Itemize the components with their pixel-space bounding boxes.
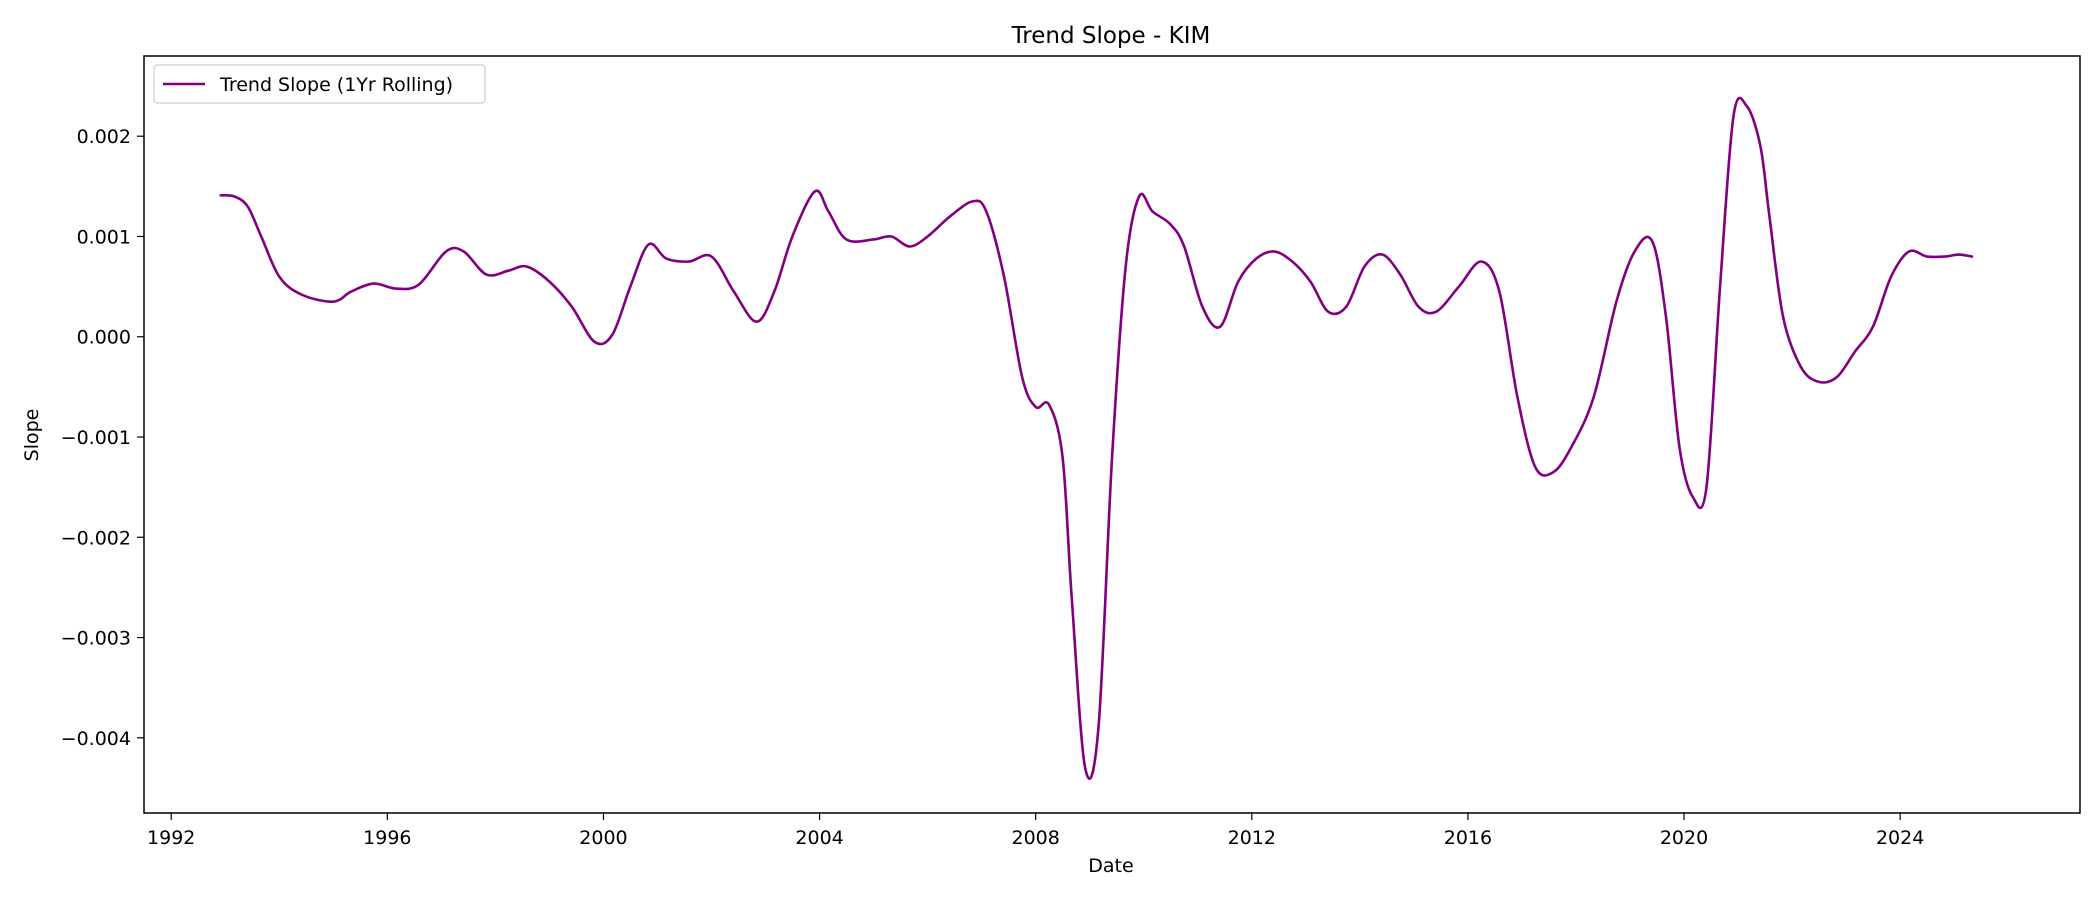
legend-label: Trend Slope (1Yr Rolling)	[219, 74, 453, 96]
y-tick-label: −0.001	[61, 427, 131, 449]
x-tick-label: 2004	[795, 827, 843, 849]
x-tick-label: 2016	[1444, 827, 1492, 849]
y-tick-label: −0.002	[61, 527, 131, 549]
y-axis-title: Slope	[21, 409, 43, 462]
x-tick-label: 2000	[579, 827, 627, 849]
legend: Trend Slope (1Yr Rolling)	[153, 64, 486, 104]
series-layer	[219, 96, 1974, 780]
x-tick-label: 2008	[1012, 827, 1060, 849]
y-tick-label: 0.000	[77, 327, 131, 349]
legend-box	[153, 64, 486, 104]
chart-title: Trend Slope - KIM	[1011, 23, 1211, 49]
y-tick-label: 0.002	[77, 126, 131, 148]
y-tick-label: 0.001	[77, 226, 131, 248]
x-tick-label: 1992	[147, 827, 195, 849]
y-tick-label: −0.003	[61, 628, 131, 650]
series-line	[219, 96, 1974, 780]
x-tick-label: 2012	[1228, 827, 1276, 849]
x-axis-title: Date	[1088, 855, 1133, 877]
plot-area: 1992 1996 2000 2004 2008 2012 2016 2020 2024 0.0…	[61, 55, 2081, 849]
x-tick-label: 1996	[363, 827, 411, 849]
x-tick-label: 2020	[1660, 827, 1708, 849]
plot-frame	[143, 55, 2081, 814]
x-axis: 1992 1996 2000 2004 2008 2012 2016 2020 2024	[147, 813, 1924, 849]
y-axis: 0.002 0.001 0.000 −0.001 −0.002 −0.003 −0.004	[61, 126, 144, 750]
x-tick-label: 2024	[1876, 827, 1924, 849]
y-tick-label: −0.004	[61, 728, 131, 750]
